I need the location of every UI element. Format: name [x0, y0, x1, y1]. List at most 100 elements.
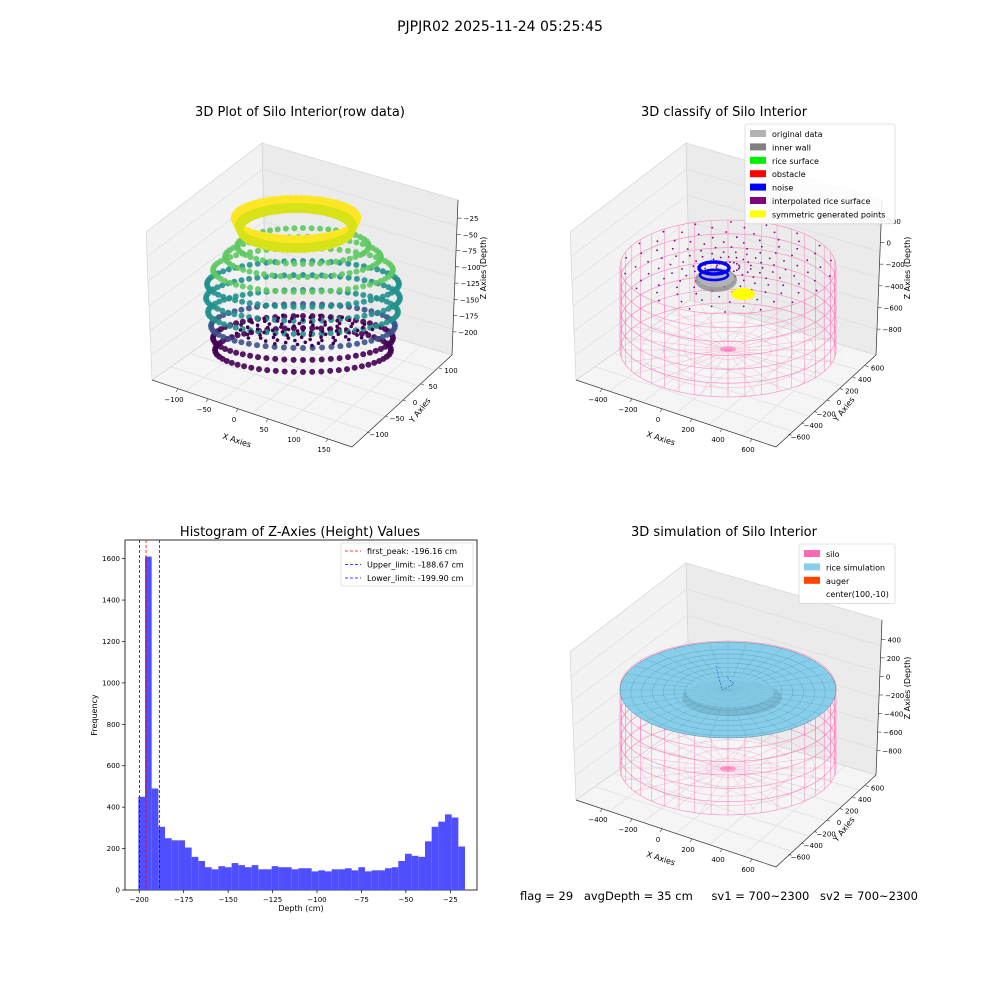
silo-floor-spoke	[727, 767, 805, 802]
interpolated-point	[764, 291, 767, 294]
interpolated-point	[669, 263, 672, 266]
raw-point	[295, 329, 300, 333]
raw-point	[322, 273, 329, 280]
interpolated-point	[746, 271, 749, 274]
simulation-x-axis-label: X Axies	[645, 850, 676, 868]
raw-point	[327, 330, 334, 337]
x-tick-mark	[175, 388, 179, 393]
grid-line	[571, 614, 881, 702]
x-tick-label: 150	[317, 446, 330, 454]
silo-floor-spoke	[727, 304, 757, 351]
histogram-plot-frame	[124, 539, 478, 891]
y-tick-label: −200	[817, 410, 836, 418]
x-tick-mark	[629, 818, 633, 823]
legend-swatch	[804, 576, 820, 584]
raw-point	[347, 337, 351, 342]
raw-point	[316, 341, 321, 346]
raw-point	[249, 329, 253, 334]
raw-point	[320, 329, 325, 334]
raw-point	[238, 312, 245, 319]
raw-axis-ticks: −100−50050100150100500−50−100−25−50−75−1…	[164, 215, 480, 454]
interpolated-point	[662, 230, 665, 233]
interpolated-point	[711, 226, 714, 229]
raw-point	[281, 313, 285, 318]
raw-point	[352, 284, 359, 291]
raw-point	[263, 302, 270, 309]
interpolated-point	[750, 264, 752, 267]
raw-point	[327, 367, 334, 374]
interpolated-point	[695, 292, 698, 295]
y-tick-label: −400	[804, 842, 823, 850]
raw-point	[286, 327, 291, 332]
raw-point	[376, 358, 383, 364]
raw-point	[254, 260, 261, 267]
y-axis-line	[775, 354, 877, 448]
z-tick-label: −125	[461, 280, 480, 288]
raw-point	[246, 261, 253, 268]
raw-point	[366, 281, 373, 288]
raw-point	[267, 227, 273, 234]
raw-point	[334, 329, 339, 333]
silo-floor-spoke	[727, 767, 822, 792]
raw-point	[240, 266, 247, 273]
classify-z-axis-label: Z Axies (Depth)	[903, 237, 912, 300]
raw-point	[353, 268, 360, 275]
raw-point	[291, 225, 298, 232]
raw-point	[300, 345, 306, 351]
legend-label: silo	[826, 550, 840, 559]
y-tick-mark	[788, 854, 792, 856]
silo-floor-spoke	[673, 727, 729, 769]
y-tick-label: 0	[116, 887, 120, 895]
panel-histogram: Histogram of Z-Axies (Height) Values −20…	[90, 525, 478, 913]
y-tick-label: 200	[107, 845, 120, 853]
raw-point	[325, 226, 332, 233]
avg-depth-value: avgDepth = 35 cm	[583, 889, 693, 903]
raw-x-axis-label: X Axies	[221, 432, 252, 450]
y-tick-label: 800	[107, 721, 120, 729]
x-tick-label: 600	[741, 446, 754, 454]
interpolated-point	[798, 282, 800, 285]
y-tick-mark	[826, 819, 831, 822]
histogram-bar	[265, 869, 272, 890]
interpolated-point	[635, 287, 638, 290]
noise-points	[697, 260, 731, 276]
silo-center-marker	[720, 766, 736, 772]
interpolated-point	[783, 260, 785, 262]
raw-point	[375, 309, 381, 316]
raw-point	[234, 361, 241, 368]
y-tick-label: −600	[791, 433, 810, 441]
z-tick-label: −200	[458, 329, 477, 337]
histogram-bar	[231, 863, 239, 890]
interpolated-point	[714, 246, 717, 249]
raw-point	[385, 305, 392, 312]
raw-point	[283, 340, 288, 345]
raw-point	[374, 295, 381, 302]
raw-point	[290, 316, 294, 321]
raw-point	[379, 321, 385, 328]
raw-point	[344, 366, 350, 373]
raw-point	[383, 319, 390, 326]
y-tick-mark	[865, 785, 869, 787]
interpolated-point	[742, 258, 745, 261]
silo-floor-spoke	[634, 326, 729, 351]
raw-point	[292, 324, 296, 328]
histogram-bar	[165, 838, 172, 890]
y-tick-label: 600	[871, 365, 884, 373]
raw-point	[271, 335, 276, 340]
histogram-bar	[185, 847, 192, 890]
raw-point	[372, 347, 379, 354]
raw-axes-box	[145, 142, 459, 448]
interpolated-point	[814, 252, 816, 255]
interpolated-point	[692, 265, 695, 268]
silo-floor-spoke	[727, 349, 822, 374]
x-tick-label: −50	[197, 406, 212, 414]
interpolated-point	[712, 258, 715, 261]
simulation-rice-surface	[619, 641, 837, 772]
interpolated-point	[679, 280, 682, 282]
y-tick-mark	[814, 411, 818, 413]
raw-point	[309, 303, 316, 310]
raw-point	[234, 265, 241, 271]
raw-point	[336, 355, 343, 362]
raw-point	[227, 279, 234, 286]
raw-point	[290, 356, 297, 363]
